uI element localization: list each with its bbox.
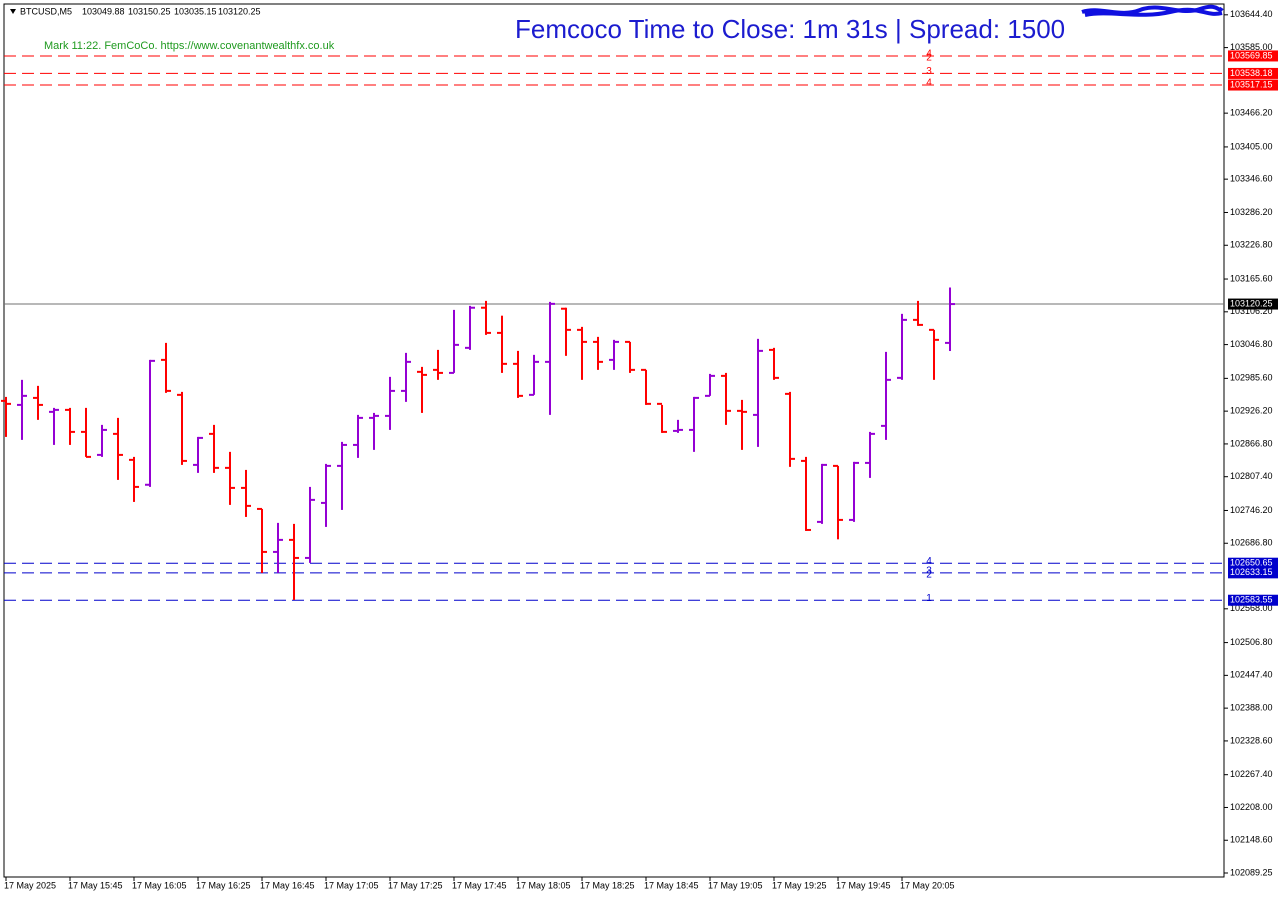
level-tag: 3 bbox=[926, 66, 932, 77]
price-box bbox=[1228, 298, 1278, 310]
price-box bbox=[1228, 594, 1278, 606]
y-tick-label: 102267.40 bbox=[1230, 769, 1273, 779]
annotation: Mark 11:22. FemCoCo. https://www.covenan… bbox=[44, 40, 335, 52]
y-tick-label: 103644.40 bbox=[1230, 9, 1273, 19]
header-low: 103035.15 bbox=[174, 6, 217, 16]
price-box-label: 103517.15 bbox=[1230, 79, 1273, 89]
y-tick-label: 102686.80 bbox=[1230, 538, 1273, 548]
price-box-label: 102583.55 bbox=[1230, 595, 1273, 605]
price-box-label: 103569.85 bbox=[1230, 50, 1273, 60]
price-box bbox=[1228, 50, 1278, 62]
plot-frame bbox=[3, 3, 1225, 878]
level-tag: 4 bbox=[926, 78, 932, 89]
y-tick-label: 103286.20 bbox=[1230, 207, 1273, 217]
header-high: 103150.25 bbox=[128, 6, 171, 16]
price-box-label: 103120.25 bbox=[1230, 298, 1273, 308]
level-tag: 4 bbox=[926, 556, 932, 567]
x-tick-label: 17 May 16:25 bbox=[196, 880, 251, 890]
y-tick-label: 102447.40 bbox=[1230, 670, 1273, 680]
level-tag: 3 bbox=[926, 565, 932, 576]
x-tick-label: 17 May 18:45 bbox=[644, 880, 699, 890]
x-tick-label: 17 May 19:05 bbox=[708, 880, 763, 890]
y-tick-label: 102568.00 bbox=[1230, 603, 1273, 613]
y-tick-label: 103405.00 bbox=[1230, 141, 1273, 151]
x-tick-label: 17 May 19:25 bbox=[772, 880, 827, 890]
price-box bbox=[1228, 79, 1278, 91]
price-box bbox=[1228, 567, 1278, 579]
y-tick-label: 102746.20 bbox=[1230, 505, 1273, 515]
x-tick-label: 17 May 16:05 bbox=[132, 880, 187, 890]
y-tick-label: 102807.40 bbox=[1230, 471, 1273, 481]
x-tick-label: 17 May 17:05 bbox=[324, 880, 379, 890]
level-tag: 2 bbox=[926, 569, 932, 580]
x-tick-label: 17 May 17:45 bbox=[452, 880, 507, 890]
level-tag: 2 bbox=[926, 53, 932, 64]
x-tick-label: 17 May 2025 bbox=[4, 880, 56, 890]
y-tick-label: 103165.60 bbox=[1230, 273, 1273, 283]
symbol: BTCUSD,M5 bbox=[20, 6, 72, 16]
y-tick-label: 103106.20 bbox=[1230, 306, 1273, 316]
x-tick-label: 17 May 19:45 bbox=[836, 880, 891, 890]
x-tick-label: 17 May 18:25 bbox=[580, 880, 635, 890]
chart-title: Femcoco Time to Close: 1m 31s | Spread: … bbox=[515, 14, 1065, 44]
price-box-label: 102633.15 bbox=[1230, 567, 1273, 577]
y-tick-label: 102089.25 bbox=[1230, 867, 1273, 877]
y-tick-label: 102328.60 bbox=[1230, 735, 1273, 745]
price-box-label: 103538.18 bbox=[1230, 68, 1273, 78]
y-tick-label: 103346.60 bbox=[1230, 174, 1273, 184]
header-open: 103049.88 bbox=[82, 6, 125, 16]
y-tick-label: 103046.80 bbox=[1230, 339, 1273, 349]
price-box bbox=[1228, 557, 1278, 569]
x-tick-label: 17 May 17:25 bbox=[388, 880, 443, 890]
y-tick-label: 102208.00 bbox=[1230, 802, 1273, 812]
level-tag: 1 bbox=[926, 593, 932, 604]
x-tick-label: 17 May 18:05 bbox=[516, 880, 571, 890]
y-tick-label: 102388.00 bbox=[1230, 703, 1273, 713]
symbol-arrow bbox=[10, 9, 16, 14]
y-tick-label: 103226.80 bbox=[1230, 240, 1273, 250]
y-tick-label: 102148.60 bbox=[1230, 835, 1273, 845]
header-close: 103120.25 bbox=[218, 6, 261, 16]
y-tick-label: 102926.20 bbox=[1230, 406, 1273, 416]
x-tick-label: 17 May 20:05 bbox=[900, 880, 955, 890]
price-box bbox=[1228, 67, 1278, 79]
x-tick-label: 17 May 16:45 bbox=[260, 880, 315, 890]
level-tag: 4 bbox=[926, 49, 932, 60]
y-tick-label: 102506.80 bbox=[1230, 637, 1273, 647]
x-tick-label: 17 May 15:45 bbox=[68, 880, 123, 890]
y-tick-label: 103466.20 bbox=[1230, 108, 1273, 118]
y-tick-label: 103585.00 bbox=[1230, 42, 1273, 52]
redacted-scribble bbox=[1081, 4, 1224, 17]
y-tick-label: 102985.60 bbox=[1230, 373, 1273, 383]
y-tick-label: 102866.80 bbox=[1230, 438, 1273, 448]
price-box-label: 102650.65 bbox=[1230, 558, 1273, 568]
